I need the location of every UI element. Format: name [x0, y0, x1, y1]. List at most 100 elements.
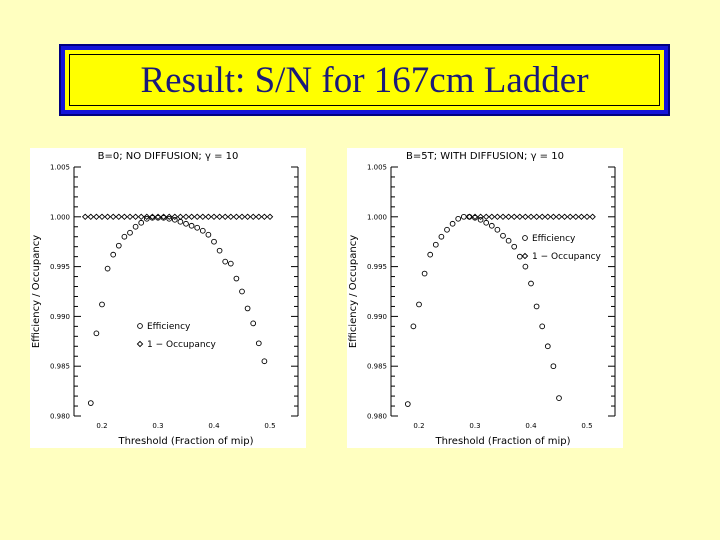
- legend-marker-occupancy: [521, 252, 529, 260]
- y-tick-label: 1.005: [367, 164, 387, 172]
- legend-label: 1 − Occupancy: [532, 252, 602, 262]
- y-tick-label: 0.985: [367, 363, 387, 371]
- occupancy-point: [255, 213, 263, 221]
- efficiency-point: [427, 251, 434, 258]
- occupancy-point: [216, 213, 223, 221]
- x-axis-label: Threshold (Fraction of mip): [434, 436, 570, 447]
- chart-panel-right: B=5T; WITH DIFFUSION; γ = 10 0.980 0.985 0.…: [347, 148, 623, 448]
- occupancy-point: [494, 213, 501, 221]
- occupancy-point: [522, 213, 529, 221]
- occupancy-point: [516, 213, 524, 221]
- efficiency-point: [522, 263, 529, 270]
- x-tick-label: 0.4: [525, 422, 537, 430]
- occupancy-point: [210, 213, 218, 221]
- x-tick-label: 0.5: [581, 422, 592, 430]
- efficiency-point: [188, 222, 195, 229]
- efficiency-point: [416, 301, 422, 308]
- occupancy-point: [233, 213, 240, 221]
- y-tick-label: 0.990: [50, 313, 70, 321]
- x-tick-label: 0.3: [469, 422, 480, 430]
- efficiency-point: [121, 233, 128, 240]
- occupancy-point: [193, 213, 201, 221]
- efficiency-point: [115, 242, 122, 249]
- chart-panel-left: B=0; NO DIFFUSION; γ = 10 0.980 0.985 0.990…: [30, 148, 306, 448]
- title-banner: Result: S/N for 167cm Ladder: [59, 44, 670, 116]
- occupancy-point: [589, 213, 596, 221]
- occupancy-point: [572, 213, 580, 221]
- efficiency-point: [255, 340, 262, 347]
- occupancy-point: [544, 213, 552, 221]
- x-tick-label: 0.2: [96, 422, 107, 430]
- efficiency-point: [483, 219, 490, 226]
- occupancy-point: [98, 213, 106, 221]
- efficiency-point: [444, 226, 450, 233]
- occupancy-point: [583, 213, 591, 221]
- occupancy-point: [566, 213, 574, 221]
- efficiency-point: [160, 214, 167, 221]
- y-tick-label: 1.000: [367, 213, 387, 221]
- efficiency-point: [488, 222, 495, 229]
- efficiency-point: [244, 305, 251, 312]
- efficiency-point: [494, 226, 501, 233]
- occupancy-point: [561, 213, 568, 221]
- efficiency-point: [410, 323, 417, 330]
- efficiency-point: [466, 213, 473, 220]
- efficiency-point: [155, 214, 161, 221]
- occupancy-point: [244, 213, 251, 221]
- efficiency-point: [177, 218, 184, 225]
- efficiency-point: [132, 223, 139, 230]
- occupancy-point: [238, 213, 246, 221]
- efficiency-chart-no-diffusion: B=0; NO DIFFUSION; γ = 10 0.980 0.985 0.990…: [31, 151, 299, 447]
- occupancy-point: [121, 213, 128, 221]
- efficiency-point: [455, 215, 462, 222]
- efficiency-point: [261, 358, 268, 365]
- occupancy-point: [261, 213, 268, 221]
- occupancy-point: [205, 213, 212, 221]
- efficiency-point: [239, 288, 245, 295]
- efficiency-point: [149, 214, 156, 221]
- x-tick-label: 0.4: [208, 422, 220, 430]
- efficiency-point: [171, 216, 178, 223]
- occupancy-point: [87, 213, 95, 221]
- y-tick-label: 1.005: [50, 164, 70, 172]
- occupancy-point: [104, 213, 111, 221]
- y-tick-label: 1.000: [50, 213, 70, 221]
- efficiency-point: [250, 320, 257, 327]
- chart-title: B=0; NO DIFFUSION; γ = 10: [98, 151, 239, 162]
- occupancy-point: [499, 213, 507, 221]
- efficiency-point: [127, 229, 133, 236]
- occupancy-point: [132, 213, 139, 221]
- efficiency-point: [205, 231, 212, 238]
- occupancy-point: [538, 213, 546, 221]
- occupancy-point: [143, 213, 151, 221]
- occupancy-point: [137, 213, 145, 221]
- efficiency-point: [104, 265, 111, 272]
- x-axis-label: Threshold (Fraction of mip): [117, 436, 253, 447]
- efficiency-point: [500, 232, 506, 239]
- occupancy-point: [182, 213, 190, 221]
- efficiency-point: [199, 227, 206, 234]
- legend-marker-occupancy: [136, 340, 144, 348]
- occupancy-point: [126, 213, 134, 221]
- efficiency-point: [233, 275, 240, 282]
- occupancy-point: [188, 213, 195, 221]
- occupancy-point: [115, 213, 123, 221]
- efficiency-point: [533, 303, 540, 310]
- efficiency-point: [544, 343, 551, 350]
- slide-title: Result: S/N for 167cm Ladder: [140, 59, 589, 101]
- efficiency-chart-with-diffusion: B=5T; WITH DIFFUSION; γ = 10 0.980 0.985 0.…: [348, 151, 616, 447]
- efficiency-point: [528, 280, 534, 287]
- occupancy-point: [266, 213, 274, 221]
- efficiency-point: [421, 270, 428, 277]
- occupancy-point: [477, 213, 484, 221]
- occupancy-point: [471, 213, 479, 221]
- occupancy-point: [550, 213, 557, 221]
- occupancy-point: [578, 213, 585, 221]
- efficiency-point: [472, 214, 478, 221]
- efficiency-point: [539, 323, 546, 330]
- occupancy-point: [149, 213, 156, 221]
- y-tick-label: 0.995: [367, 263, 387, 271]
- efficiency-point: [222, 258, 229, 265]
- efficiency-point: [438, 233, 445, 240]
- efficiency-point: [404, 401, 411, 407]
